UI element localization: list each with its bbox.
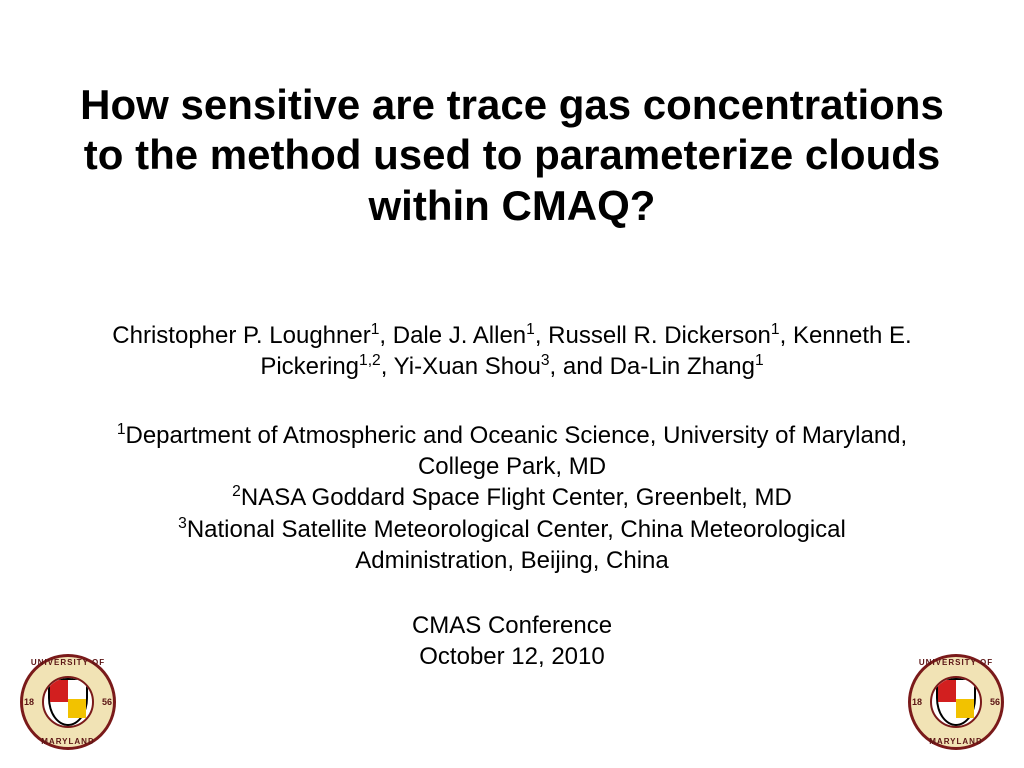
author: Dale J. Allen1, — [393, 322, 548, 349]
conference-block: CMAS Conference October 12, 2010 — [100, 610, 924, 672]
conference-name: CMAS Conference — [100, 610, 924, 641]
affiliation: 2NASA Goddard Space Flight Center, Green… — [100, 482, 924, 513]
author: Da-Lin Zhang1 — [610, 353, 764, 380]
author: Russell R. Dickerson1, — [548, 322, 793, 349]
author: Yi-Xuan Shou3, and — [394, 353, 610, 380]
author-sup: 1 — [771, 321, 780, 338]
authors-block: Christopher P. Loughner1, Dale J. Allen1… — [100, 320, 924, 382]
slide-title: How sensitive are trace gas concentratio… — [60, 80, 964, 231]
affiliation-sup: 1 — [117, 421, 126, 438]
author-sup: 1,2 — [359, 352, 381, 369]
affiliation: 1Department of Atmospheric and Oceanic S… — [100, 420, 924, 482]
author-sup: 1 — [755, 352, 764, 369]
affiliations-block: 1Department of Atmospheric and Oceanic S… — [100, 420, 924, 576]
university-seal-icon: UNIVERSITY OF MARYLAND 18 56 — [908, 654, 1004, 750]
author-sup: 1 — [526, 321, 535, 338]
conference-date: October 12, 2010 — [100, 641, 924, 672]
author-sup: 1 — [371, 321, 380, 338]
affiliation: 3National Satellite Meteorological Cente… — [100, 514, 924, 576]
slide: How sensitive are trace gas concentratio… — [0, 0, 1024, 768]
author: Christopher P. Loughner1, — [112, 322, 392, 349]
university-seal-icon: UNIVERSITY OF MARYLAND 18 56 — [20, 654, 116, 750]
affiliation-sup: 3 — [178, 515, 187, 532]
author-sup: 3 — [541, 352, 550, 369]
affiliation-sup: 2 — [232, 483, 241, 500]
